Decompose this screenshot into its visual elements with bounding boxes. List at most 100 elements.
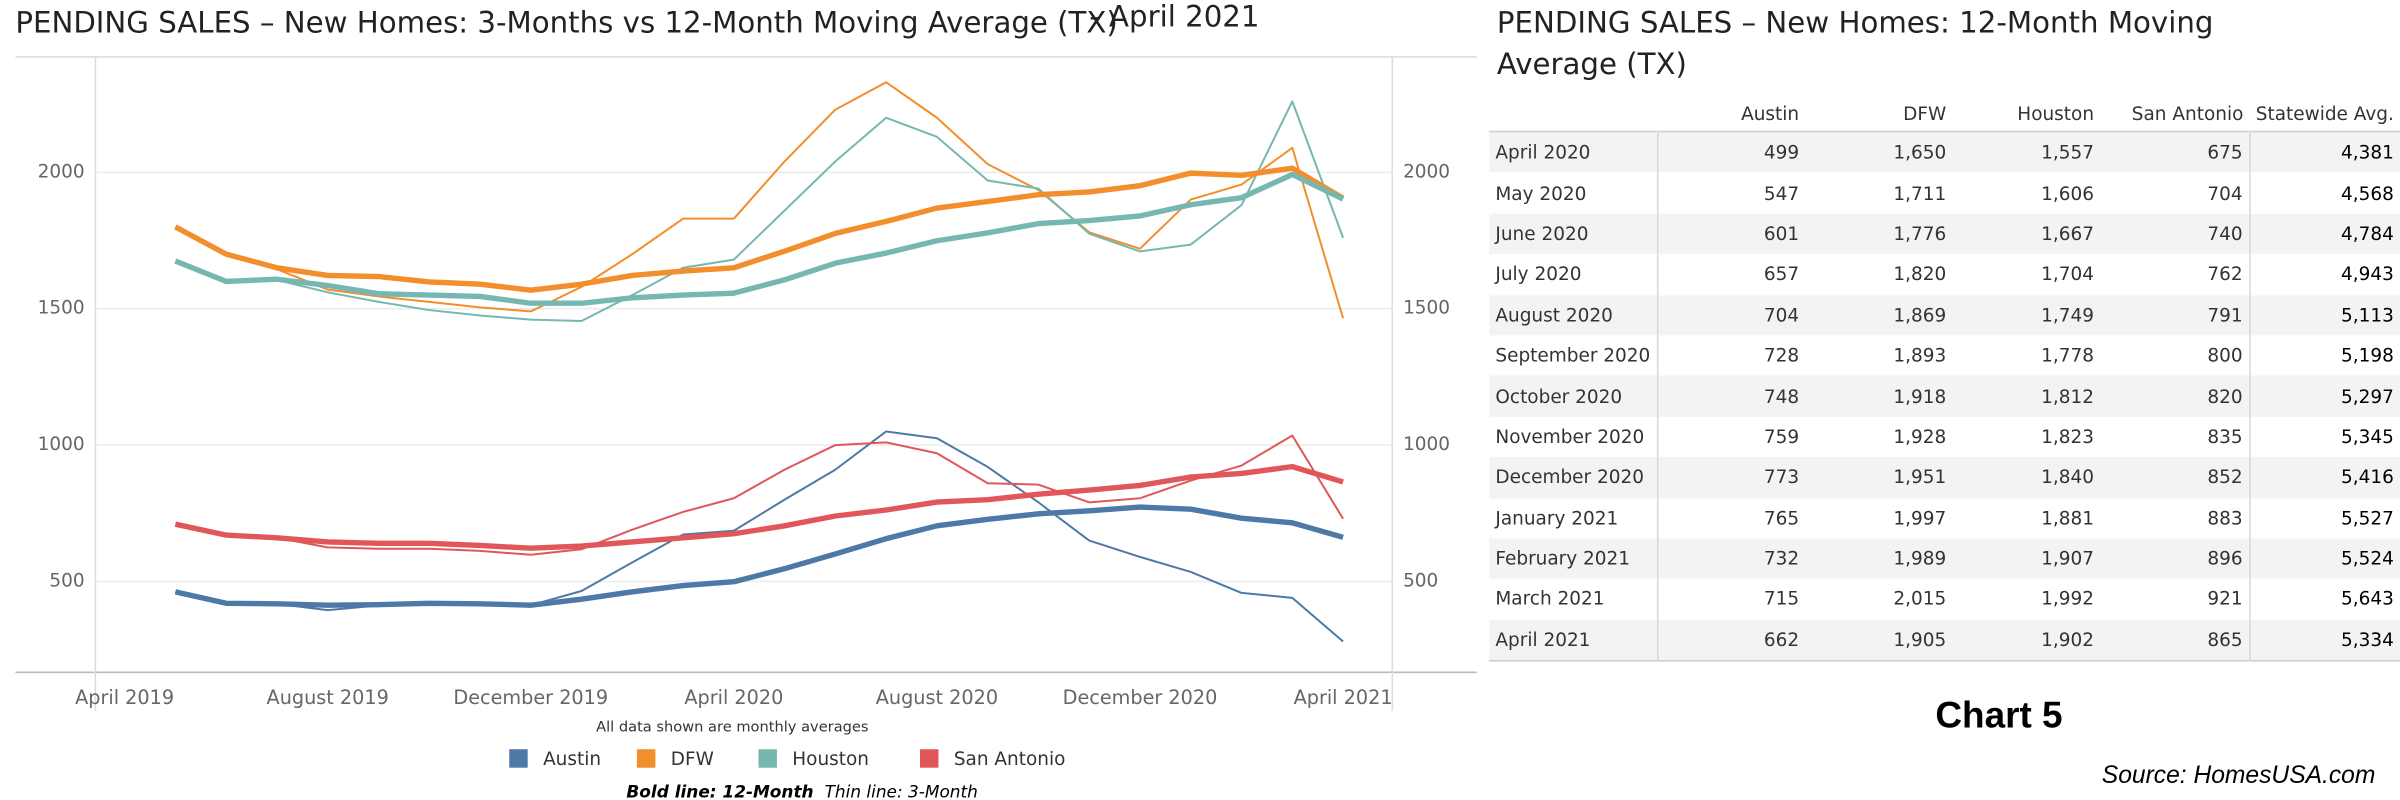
cell: 1,905 xyxy=(1893,629,1947,651)
x-tick-label: April 2021 xyxy=(1294,686,1393,709)
y-tick-label: 2000 xyxy=(38,161,85,182)
cell: 1,881 xyxy=(2041,507,2095,529)
row-label: September 2020 xyxy=(1489,335,1658,376)
cell: 1,951 xyxy=(1893,466,1947,489)
table-row: April 2021 662 1,905 1,902 865 5,334 xyxy=(1489,619,2400,661)
cell: 820 xyxy=(2207,385,2243,407)
cell: 1,711 xyxy=(1893,182,1947,204)
x-tick-label: December 2020 xyxy=(1063,686,1218,709)
table-row: October 2020 748 1,918 1,812 820 5,297 xyxy=(1489,375,2400,417)
table-row: August 2020 704 1,869 1,749 791 5,113 xyxy=(1489,294,2400,336)
x-tick-label: August 2020 xyxy=(876,686,998,709)
header-row: Austin DFW Houston San Antonio Statewide Avg… xyxy=(1489,95,2400,132)
line-3-month xyxy=(175,100,1345,322)
line-12-month xyxy=(174,463,1344,551)
line-3-month xyxy=(175,430,1344,643)
cell: 657 xyxy=(1763,263,1800,286)
cell: 1,902 xyxy=(2041,629,2095,651)
cell: 1,840 xyxy=(2041,466,2095,489)
legend-label: Austin xyxy=(543,749,601,770)
cell: 1,749 xyxy=(2041,304,2095,326)
cell: 5,524 xyxy=(2248,538,2400,579)
cell: 1,997 xyxy=(1893,507,1947,529)
row-label: November 2020 xyxy=(1489,416,1658,458)
cell: 1,907 xyxy=(2041,547,2095,570)
source: Source: HomesUSA.com xyxy=(2101,763,2376,790)
cell: 547 xyxy=(1763,182,1800,204)
cell: 1,928 xyxy=(1893,426,1947,448)
row-label: October 2020 xyxy=(1489,375,1658,417)
cell: 1,667 xyxy=(2041,223,2095,245)
row-label: April 2020 xyxy=(1489,131,1658,173)
table: Austin DFW Houston San Antonio Statewide Avg… xyxy=(1489,95,2400,661)
cell: 5,527 xyxy=(2248,497,2400,539)
y2-tick-label: 1500 xyxy=(1403,298,1450,319)
row-label: July 2020 xyxy=(1489,254,1658,295)
table-row: May 2020 547 1,711 1,606 704 4,568 xyxy=(1489,172,2400,214)
cell: 715 xyxy=(1763,588,1800,610)
row-label: February 2021 xyxy=(1489,538,1658,579)
cell: 1,606 xyxy=(2041,182,2095,204)
chart-label: Chart 5 xyxy=(1935,695,2063,737)
cell: 852 xyxy=(2207,466,2243,489)
legend-label: Houston xyxy=(792,749,869,770)
header-cell: DFW xyxy=(1903,102,1947,124)
cell: 1,557 xyxy=(2041,141,2095,164)
table-row: December 2020 773 1,951 1,840 852 5,416 xyxy=(1489,457,2400,498)
cell: 765 xyxy=(1763,507,1800,529)
cell: 662 xyxy=(1763,629,1800,651)
cell: 1,820 xyxy=(1893,263,1947,286)
cell: 1,869 xyxy=(1893,304,1947,326)
chart-title: PENDING SALES – New Homes: 3-Months vs 1… xyxy=(15,6,1117,40)
legend-swatch xyxy=(758,749,777,768)
cell: 1,893 xyxy=(1893,344,1947,367)
date-label: - April 2021 xyxy=(1089,0,1259,33)
line-12-month xyxy=(174,165,1345,293)
cell: 1,823 xyxy=(2041,426,2095,448)
row-label: June 2020 xyxy=(1489,213,1658,255)
cell: 1,704 xyxy=(2041,263,2095,286)
x-tick-label: April 2020 xyxy=(684,686,783,709)
cell: 704 xyxy=(2207,182,2243,204)
table-row: January 2021 765 1,997 1,881 883 5,527 xyxy=(1489,497,2400,539)
cell: 728 xyxy=(1763,344,1800,367)
header-cell xyxy=(1489,95,1657,131)
cell: 732 xyxy=(1763,547,1800,570)
cell: 800 xyxy=(2207,344,2243,367)
cell: 5,345 xyxy=(2248,416,2400,458)
cell: 4,381 xyxy=(2248,131,2400,173)
legend-swatch xyxy=(636,749,656,768)
cell: 4,943 xyxy=(2248,254,2400,295)
cell: 5,416 xyxy=(2248,457,2400,498)
legend-swatch xyxy=(509,749,528,768)
note: All data shown are monthly averages xyxy=(596,719,868,736)
table-row: November 2020 759 1,928 1,823 835 5,345 xyxy=(1489,416,2400,458)
row-label: August 2020 xyxy=(1489,294,1658,336)
line-3-month xyxy=(175,434,1344,556)
cell: 1,778 xyxy=(2041,344,2095,367)
cell: 791 xyxy=(2207,304,2243,326)
cell: 5,297 xyxy=(2248,375,2400,417)
line-12-month xyxy=(174,504,1344,608)
header-cell: Houston xyxy=(2017,102,2095,124)
cell: 921 xyxy=(2207,588,2243,610)
header-cell: Austin xyxy=(1741,102,1800,124)
cell: 704 xyxy=(1763,304,1800,326)
row-label: May 2020 xyxy=(1489,172,1658,214)
cell: 896 xyxy=(2207,547,2243,570)
row-label: January 2021 xyxy=(1489,497,1658,539)
x-tick-label: April 2019 xyxy=(75,686,174,709)
cell: 5,198 xyxy=(2248,335,2400,376)
row-label: December 2020 xyxy=(1489,457,1658,498)
legend-label: San Antonio xyxy=(954,749,1066,770)
cell: 759 xyxy=(1763,426,1800,448)
cell: 835 xyxy=(2207,426,2243,448)
table-row: February 2021 732 1,989 1,907 896 5,524 xyxy=(1489,538,2400,579)
bold-note: Bold line: 12-Month xyxy=(626,781,813,800)
table-row: April 2020 499 1,650 1,557 675 4,381 xyxy=(1489,131,2400,173)
cell: 1,992 xyxy=(2041,588,2095,610)
line-12-month xyxy=(174,171,1345,306)
thin-note: Thin line: 3-Month xyxy=(825,781,978,800)
